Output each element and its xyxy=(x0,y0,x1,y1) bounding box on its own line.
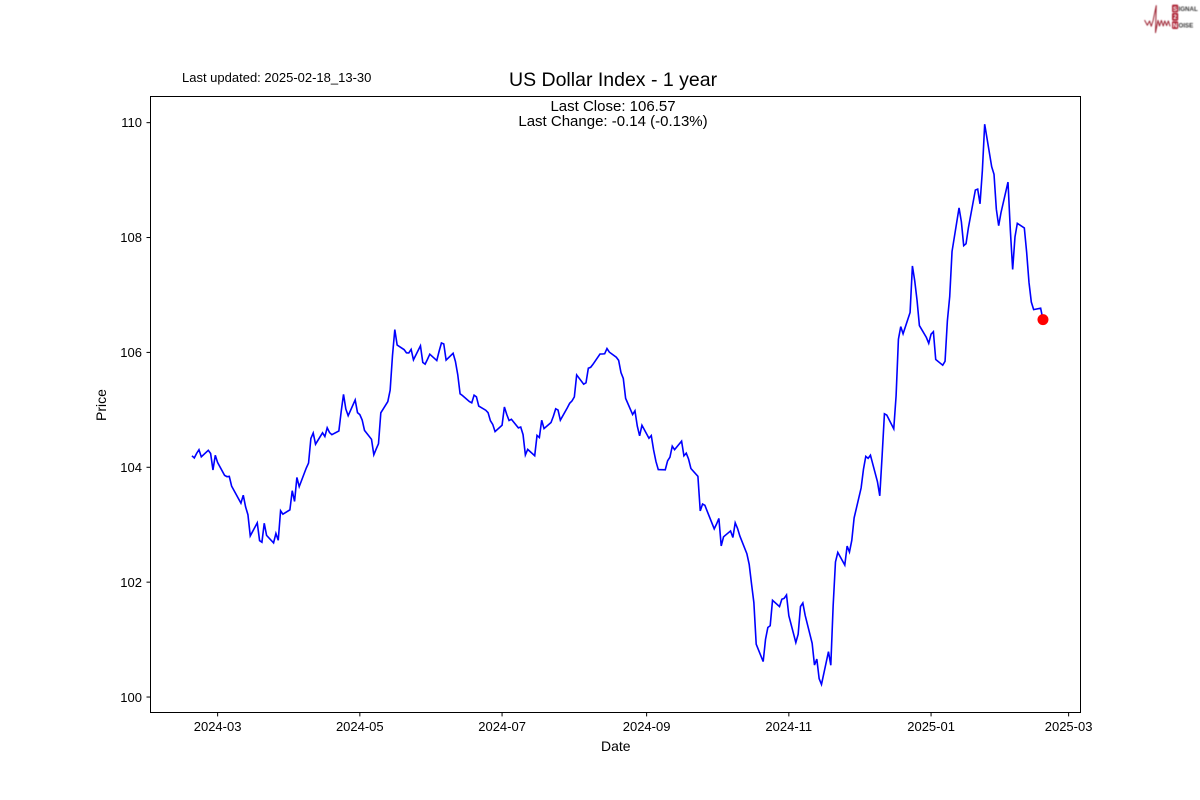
svg-text:OISE: OISE xyxy=(1179,22,1194,29)
svg-text:2: 2 xyxy=(1173,14,1177,21)
svg-text:N: N xyxy=(1173,22,1178,29)
svg-text:S: S xyxy=(1173,6,1177,13)
svg-text:IGNAL: IGNAL xyxy=(1179,6,1198,13)
